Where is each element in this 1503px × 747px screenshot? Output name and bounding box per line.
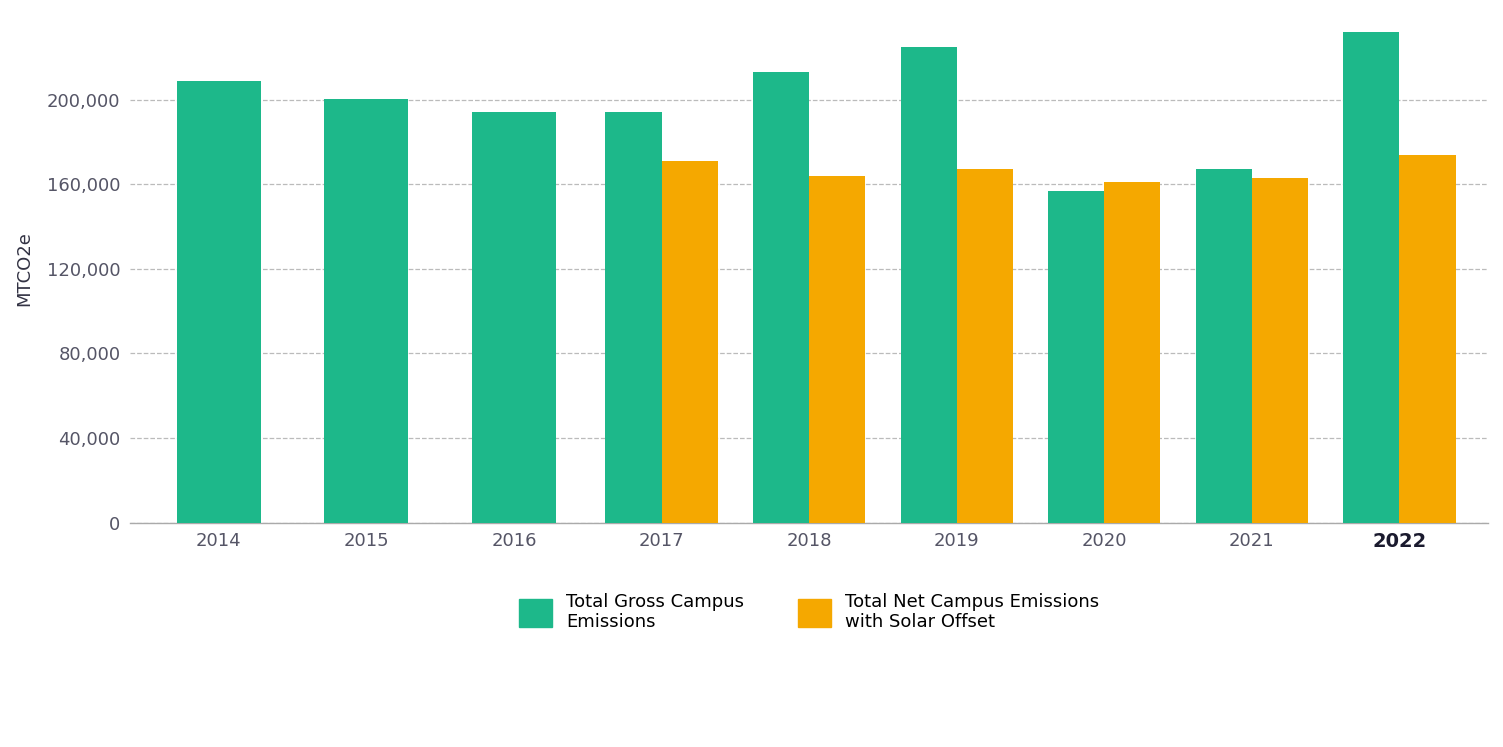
Bar — [809, 176, 866, 523]
Bar — [472, 112, 556, 523]
Bar — [606, 112, 661, 523]
Bar — [1399, 155, 1455, 523]
Bar — [1344, 32, 1399, 523]
Bar — [1196, 170, 1252, 523]
Bar — [177, 81, 262, 523]
Bar — [1048, 190, 1105, 523]
Bar — [1105, 182, 1160, 523]
Bar — [325, 99, 409, 523]
Bar — [900, 47, 957, 523]
Bar — [661, 161, 717, 523]
Bar — [957, 170, 1013, 523]
Bar — [1252, 178, 1308, 523]
Bar — [753, 72, 809, 523]
Legend: Total Gross Campus
Emissions, Total Net Campus Emissions
with Solar Offset: Total Gross Campus Emissions, Total Net … — [510, 583, 1108, 640]
Y-axis label: MTCO2e: MTCO2e — [15, 232, 33, 306]
